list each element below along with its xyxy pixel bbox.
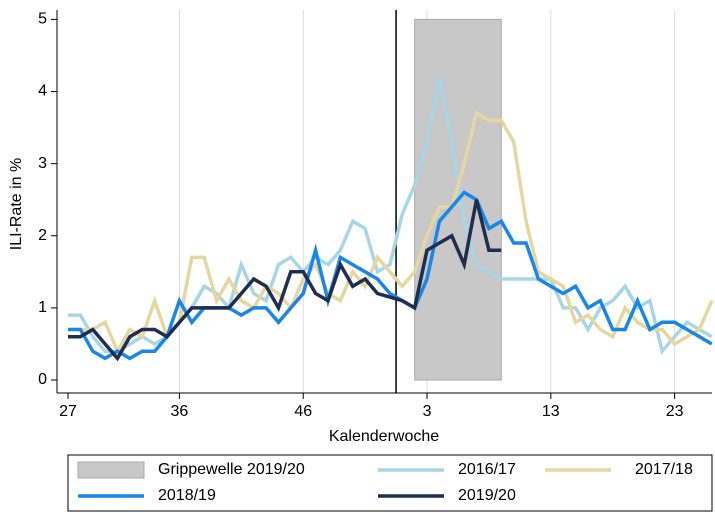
y-tick-label: 5 bbox=[38, 11, 47, 28]
y-tick-label: 1 bbox=[38, 299, 47, 316]
legend-label: 2018/19 bbox=[158, 487, 216, 504]
y-tick-label: 0 bbox=[38, 371, 47, 388]
x-tick-label: 46 bbox=[294, 403, 312, 420]
legend-label: 2019/20 bbox=[458, 487, 516, 504]
x-tick-label: 23 bbox=[666, 403, 684, 420]
x-tick-label: 13 bbox=[542, 403, 560, 420]
x-tick-label: 3 bbox=[423, 403, 432, 420]
legend-label: 2017/18 bbox=[635, 461, 693, 478]
legend-label: Grippewelle 2019/20 bbox=[158, 461, 305, 478]
series-line bbox=[68, 190, 713, 361]
legend-box bbox=[67, 454, 713, 512]
legend-label: 2016/17 bbox=[458, 461, 516, 478]
y-tick-label: 2 bbox=[38, 227, 47, 244]
x-tick-label: 36 bbox=[171, 403, 189, 420]
series-line bbox=[68, 199, 502, 362]
series-line bbox=[68, 76, 713, 355]
y-tick-label: 4 bbox=[38, 83, 47, 100]
series-line bbox=[68, 110, 714, 356]
y-axis-label: ILI-Rate in % bbox=[8, 158, 25, 250]
legend-swatch bbox=[77, 461, 145, 479]
x-tick-label: 27 bbox=[59, 403, 77, 420]
y-tick-label: 3 bbox=[38, 155, 47, 172]
x-axis-label: Kalenderwoche bbox=[329, 428, 439, 445]
